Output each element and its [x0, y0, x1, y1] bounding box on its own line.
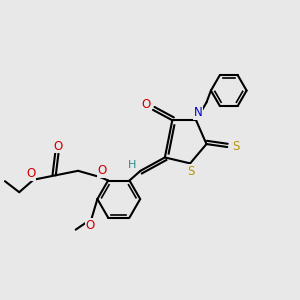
Text: S: S	[187, 165, 194, 178]
Text: O: O	[97, 164, 106, 177]
Text: O: O	[26, 167, 35, 180]
Text: O: O	[54, 140, 63, 153]
Text: S: S	[232, 140, 239, 153]
Text: N: N	[194, 106, 203, 119]
Text: O: O	[85, 219, 94, 232]
Text: H: H	[128, 160, 136, 170]
Text: O: O	[142, 98, 151, 111]
